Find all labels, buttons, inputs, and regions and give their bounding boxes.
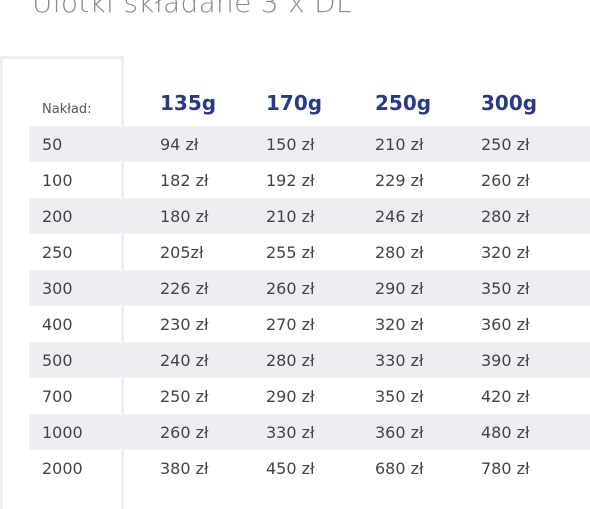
- price-cell: 210 zł: [375, 134, 424, 154]
- price-cell: 480 zł: [481, 422, 530, 442]
- table-row: 500 240 zł 280 zł 330 zł 390 zł: [29, 342, 590, 378]
- price-cell: 205zł: [160, 242, 204, 262]
- price-cell: 320 zł: [481, 242, 530, 262]
- price-cell: 380 zł: [160, 458, 209, 478]
- table-row: 700 250 zł 290 zł 350 zł 420 zł: [29, 378, 590, 414]
- price-cell: 250 zł: [481, 134, 530, 154]
- price-cell: 390 zł: [481, 350, 530, 370]
- table-row: 100 182 zł 192 zł 229 zł 260 zł: [29, 162, 590, 198]
- price-cell: 260 zł: [160, 422, 209, 442]
- price-cell: 246 zł: [375, 206, 424, 226]
- price-cell: 360 zł: [481, 314, 530, 334]
- quantity-cell: 50: [42, 134, 63, 154]
- price-cell: 255 zł: [266, 242, 315, 262]
- quantity-cell: 700: [42, 386, 73, 406]
- table-row: 200 180 zł 210 zł 246 zł 280 zł: [29, 198, 590, 234]
- price-cell: 230 zł: [160, 314, 209, 334]
- price-cell: 290 zł: [375, 278, 424, 298]
- quantity-cell: 500: [42, 350, 73, 370]
- price-cell: 290 zł: [266, 386, 315, 406]
- price-cell: 450 zł: [266, 458, 315, 478]
- price-cell: 780 zł: [481, 458, 530, 478]
- price-cell: 330 zł: [266, 422, 315, 442]
- quantity-cell: 200: [42, 206, 73, 226]
- table-row: 2000 380 zł 450 zł 680 zł 780 zł: [29, 450, 590, 486]
- price-cell: 270 zł: [266, 314, 315, 334]
- price-cell: 420 zł: [481, 386, 530, 406]
- column-header-170g: 170g: [266, 91, 323, 115]
- price-table: Nakład: 135g 170g 250g 300g 50 94 zł 150…: [29, 80, 590, 486]
- table-row: 400 230 zł 270 zł 320 zł 360 zł: [29, 306, 590, 342]
- price-cell: 260 zł: [266, 278, 315, 298]
- price-cell: 280 zł: [375, 242, 424, 262]
- price-cell: 180 zł: [160, 206, 209, 226]
- column-header-250g: 250g: [375, 91, 432, 115]
- price-cell: 229 zł: [375, 170, 424, 190]
- price-cell: 350 zł: [375, 386, 424, 406]
- quantity-cell: 250: [42, 242, 73, 262]
- price-cell: 360 zł: [375, 422, 424, 442]
- table-row: 250 205zł 255 zł 280 zł 320 zł: [29, 234, 590, 270]
- table-row: 300 226 zł 260 zł 290 zł 350 zł: [29, 270, 590, 306]
- price-cell: 192 zł: [266, 170, 315, 190]
- quantity-cell: 2000: [42, 458, 83, 478]
- price-cell: 280 zł: [266, 350, 315, 370]
- price-cell: 94 zł: [160, 134, 199, 154]
- quantity-cell: 1000: [42, 422, 83, 442]
- table-row: 1000 260 zł 330 zł 360 zł 480 zł: [29, 414, 590, 450]
- price-cell: 260 zł: [481, 170, 530, 190]
- price-cell: 182 zł: [160, 170, 209, 190]
- price-cell: 226 zł: [160, 278, 209, 298]
- price-cell: 680 zł: [375, 458, 424, 478]
- price-cell: 150 zł: [266, 134, 315, 154]
- quantity-cell: 100: [42, 170, 73, 190]
- column-header-300g: 300g: [481, 91, 538, 115]
- page-title: Ulotki składane 3 x DL: [32, 0, 352, 19]
- price-cell: 320 zł: [375, 314, 424, 334]
- price-cell: 250 zł: [160, 386, 209, 406]
- price-cell: 240 zł: [160, 350, 209, 370]
- table-row: 50 94 zł 150 zł 210 zł 250 zł: [29, 126, 590, 162]
- price-cell: 350 zł: [481, 278, 530, 298]
- table-header: Nakład: 135g 170g 250g 300g: [29, 80, 590, 126]
- price-cell: 280 zł: [481, 206, 530, 226]
- price-cell: 210 zł: [266, 206, 315, 226]
- column-header-135g: 135g: [160, 91, 217, 115]
- price-cell: 330 zł: [375, 350, 424, 370]
- quantity-cell: 400: [42, 314, 73, 334]
- quantity-cell: 300: [42, 278, 73, 298]
- quantity-header: Nakład:: [42, 101, 92, 117]
